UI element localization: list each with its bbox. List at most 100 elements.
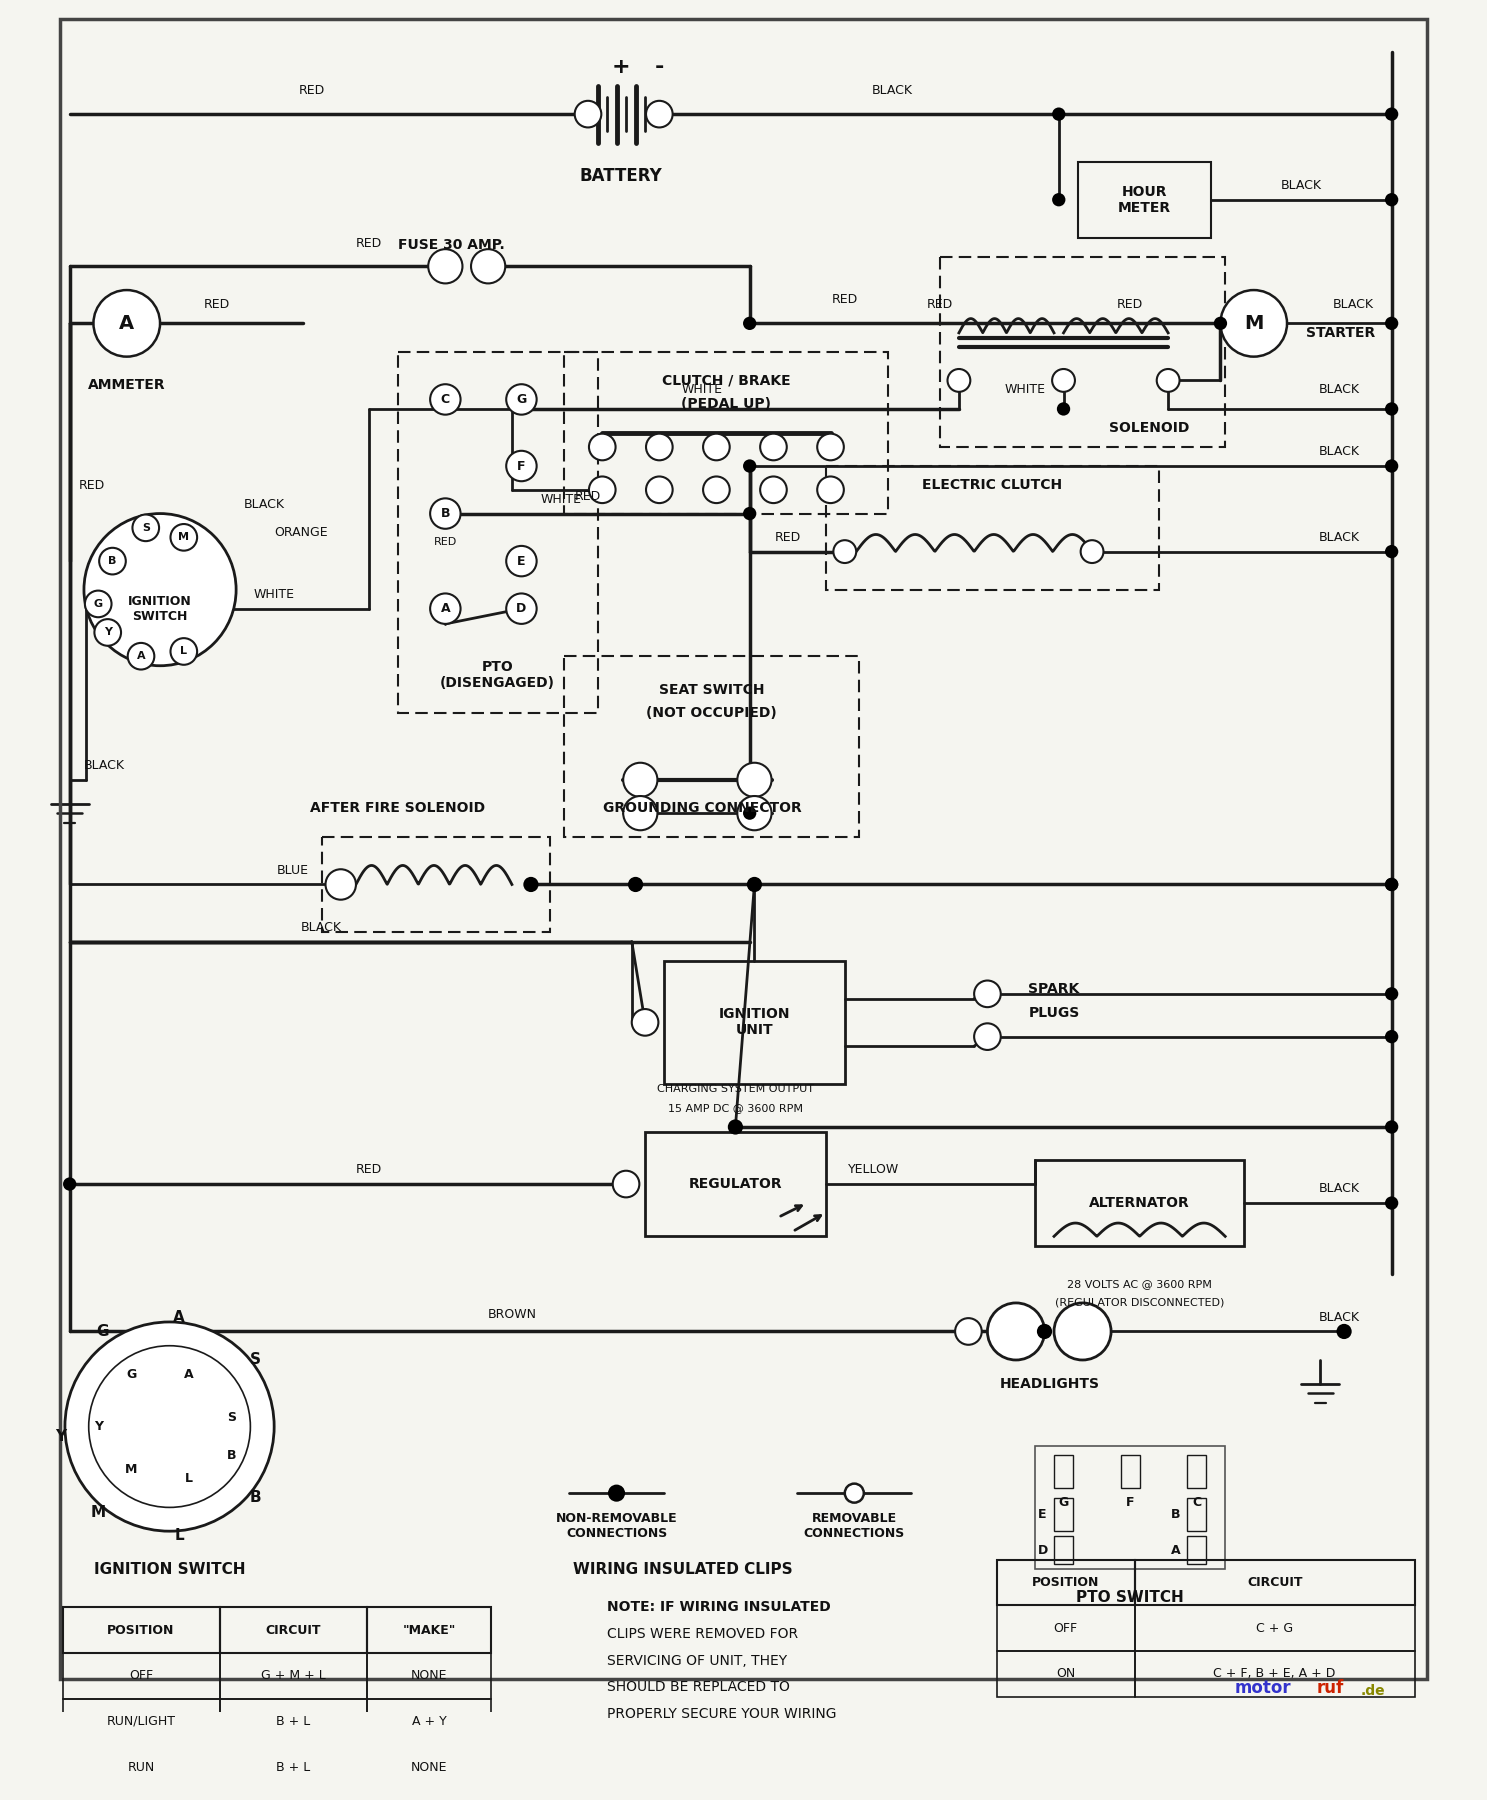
Circle shape (1384, 1030, 1398, 1044)
Text: B + L: B + L (277, 1760, 311, 1773)
Circle shape (947, 369, 971, 392)
Circle shape (1384, 878, 1398, 891)
Circle shape (703, 477, 730, 504)
Text: A: A (137, 652, 146, 661)
Circle shape (738, 763, 772, 797)
Circle shape (471, 248, 506, 283)
Bar (1135, 1561, 1416, 1606)
Bar (399, 351, 598, 713)
Bar (1187, 1535, 1206, 1564)
Circle shape (100, 547, 126, 574)
Circle shape (128, 643, 155, 670)
Bar (1035, 1445, 1225, 1570)
Circle shape (974, 981, 1001, 1008)
Text: AFTER FIRE SOLENOID: AFTER FIRE SOLENOID (311, 801, 485, 815)
Circle shape (506, 383, 537, 414)
Text: HOUR
METER: HOUR METER (1118, 185, 1170, 214)
Text: BLACK: BLACK (871, 85, 913, 97)
Bar (177, 1471, 199, 1487)
Text: C + F, B + E, A + D: C + F, B + E, A + D (1213, 1667, 1335, 1681)
Circle shape (132, 515, 159, 542)
Text: CLIPS WERE REMOVED FOR: CLIPS WERE REMOVED FOR (607, 1627, 799, 1642)
Circle shape (589, 477, 616, 504)
Bar (220, 1409, 242, 1424)
Text: CIRCUIT: CIRCUIT (266, 1624, 321, 1636)
Text: C: C (1193, 1496, 1201, 1508)
Text: BLACK: BLACK (1319, 445, 1359, 459)
Text: RED: RED (357, 238, 382, 250)
Text: RED: RED (1117, 297, 1144, 311)
Text: M: M (125, 1463, 138, 1476)
Bar (1187, 1498, 1206, 1532)
Circle shape (1337, 1323, 1352, 1339)
Text: D: D (1038, 1544, 1048, 1557)
Circle shape (608, 1485, 625, 1501)
Circle shape (744, 806, 757, 819)
Bar (86, 1418, 110, 1435)
Circle shape (818, 477, 843, 504)
Circle shape (1384, 878, 1398, 891)
Text: RED: RED (831, 293, 858, 306)
Text: PTO SWITCH: PTO SWITCH (1077, 1589, 1184, 1606)
Bar (564, 657, 859, 837)
Text: BLACK: BLACK (1319, 531, 1359, 544)
Text: REGULATOR: REGULATOR (688, 1177, 782, 1192)
Text: M: M (1245, 313, 1264, 333)
Text: BLACK: BLACK (1332, 297, 1374, 311)
Text: A: A (172, 1310, 184, 1325)
Text: (REGULATOR DISCONNECTED): (REGULATOR DISCONNECTED) (1054, 1298, 1224, 1309)
Text: IGNITION SWITCH: IGNITION SWITCH (94, 1562, 245, 1577)
Bar (1054, 1535, 1074, 1564)
Text: NON-REMOVABLE
CONNECTIONS: NON-REMOVABLE CONNECTIONS (556, 1512, 678, 1541)
Text: E: E (517, 554, 526, 567)
Text: PTO
(DISENGAGED): PTO (DISENGAGED) (440, 661, 555, 691)
Text: S: S (141, 522, 150, 533)
Circle shape (1384, 1120, 1398, 1134)
Text: motor: motor (1234, 1679, 1292, 1697)
Circle shape (1213, 317, 1227, 329)
Text: ORANGE: ORANGE (274, 526, 327, 538)
Circle shape (760, 434, 787, 461)
Circle shape (1053, 369, 1075, 392)
Text: RUN: RUN (128, 1760, 155, 1773)
Text: M: M (91, 1505, 106, 1519)
Text: Y: Y (104, 628, 112, 637)
Text: (PEDAL UP): (PEDAL UP) (681, 398, 770, 410)
Text: G: G (1059, 1496, 1069, 1508)
Text: IGNITION
SWITCH: IGNITION SWITCH (128, 594, 192, 623)
Bar (1187, 1454, 1206, 1489)
Circle shape (430, 499, 461, 529)
Circle shape (1053, 193, 1065, 207)
Circle shape (326, 869, 355, 900)
Text: G: G (97, 1325, 109, 1339)
Circle shape (833, 540, 857, 563)
Text: SEAT SWITCH: SEAT SWITCH (659, 682, 764, 697)
Text: POSITION: POSITION (107, 1624, 174, 1636)
Text: F: F (1126, 1496, 1135, 1508)
Bar (825, 466, 1158, 590)
Circle shape (1384, 193, 1398, 207)
Bar (1078, 162, 1210, 238)
Circle shape (94, 619, 120, 646)
Text: G: G (126, 1368, 137, 1381)
Circle shape (1384, 986, 1398, 1001)
Circle shape (1221, 290, 1288, 356)
Circle shape (645, 101, 672, 128)
Circle shape (430, 594, 461, 625)
Text: F: F (517, 459, 526, 473)
Bar (220, 1699, 367, 1744)
Text: CIRCUIT: CIRCUIT (1248, 1577, 1303, 1589)
Bar (996, 1606, 1135, 1651)
Circle shape (1057, 401, 1071, 416)
Bar (367, 1699, 491, 1744)
Circle shape (818, 434, 843, 461)
Text: Y: Y (55, 1429, 65, 1444)
Circle shape (506, 545, 537, 576)
Text: B: B (1170, 1508, 1181, 1521)
Text: A: A (440, 603, 451, 616)
Text: HEADLIGHTS: HEADLIGHTS (999, 1377, 1099, 1391)
Bar (665, 961, 845, 1084)
Bar (62, 1652, 220, 1699)
Text: Y: Y (94, 1420, 103, 1433)
Text: ruf: ruf (1316, 1679, 1343, 1697)
